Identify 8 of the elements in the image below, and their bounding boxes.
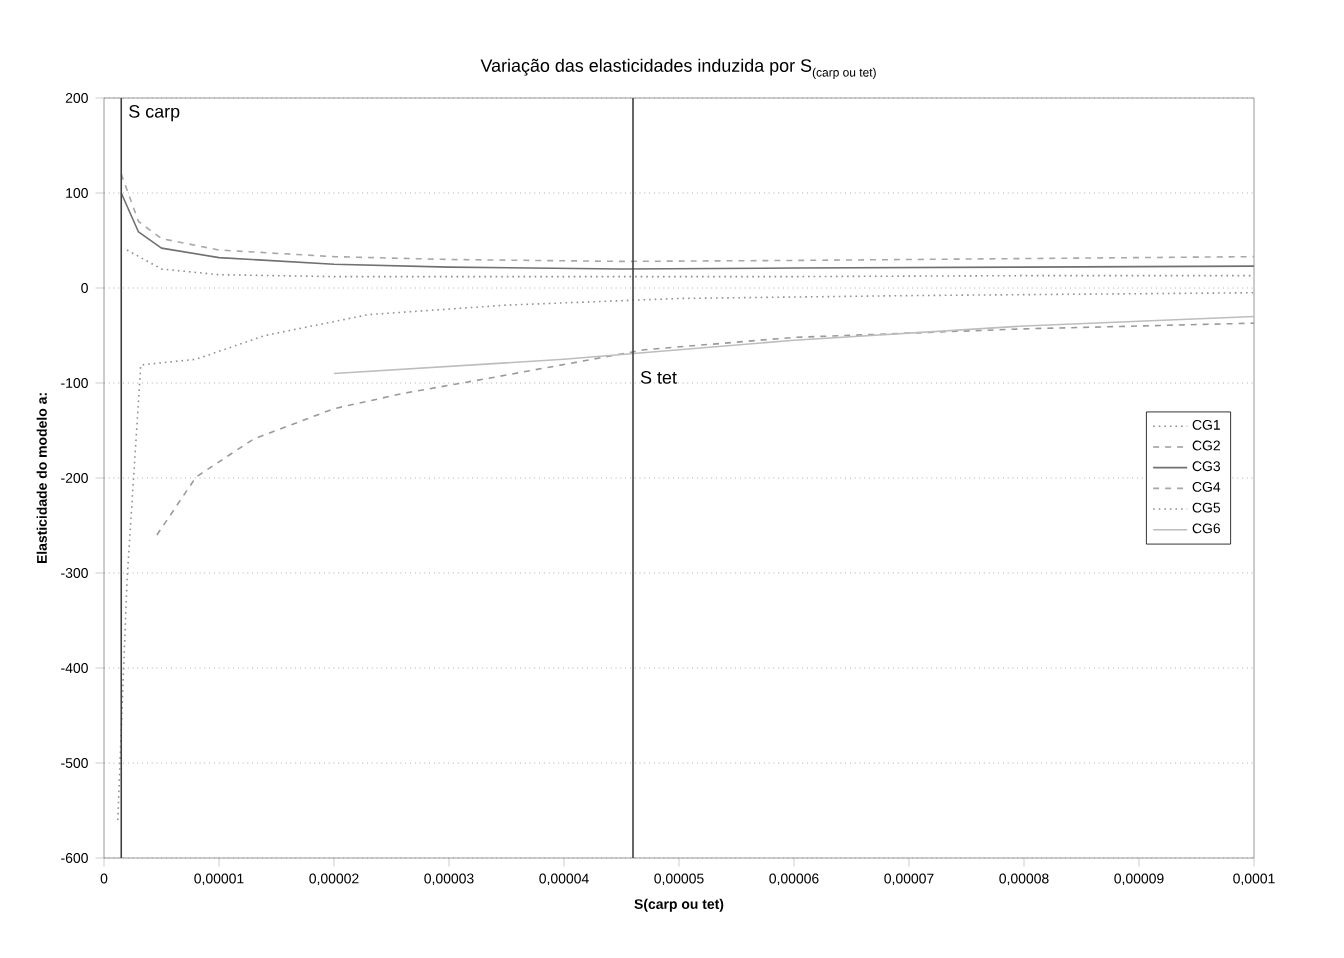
line-series bbox=[120, 192, 1255, 270]
chart-title: $\text{Variação das elasticidades induzida por S}_{\text{(carp ou tet)}}$ bbox=[480, 58, 876, 79]
ref-line-label: S carp bbox=[129, 105, 180, 122]
line-series bbox=[333, 315, 1255, 375]
line-series bbox=[117, 291, 1255, 821]
ref-line-label: S tet bbox=[640, 371, 677, 384]
line-series bbox=[120, 173, 1255, 263]
line-series bbox=[156, 322, 1255, 536]
